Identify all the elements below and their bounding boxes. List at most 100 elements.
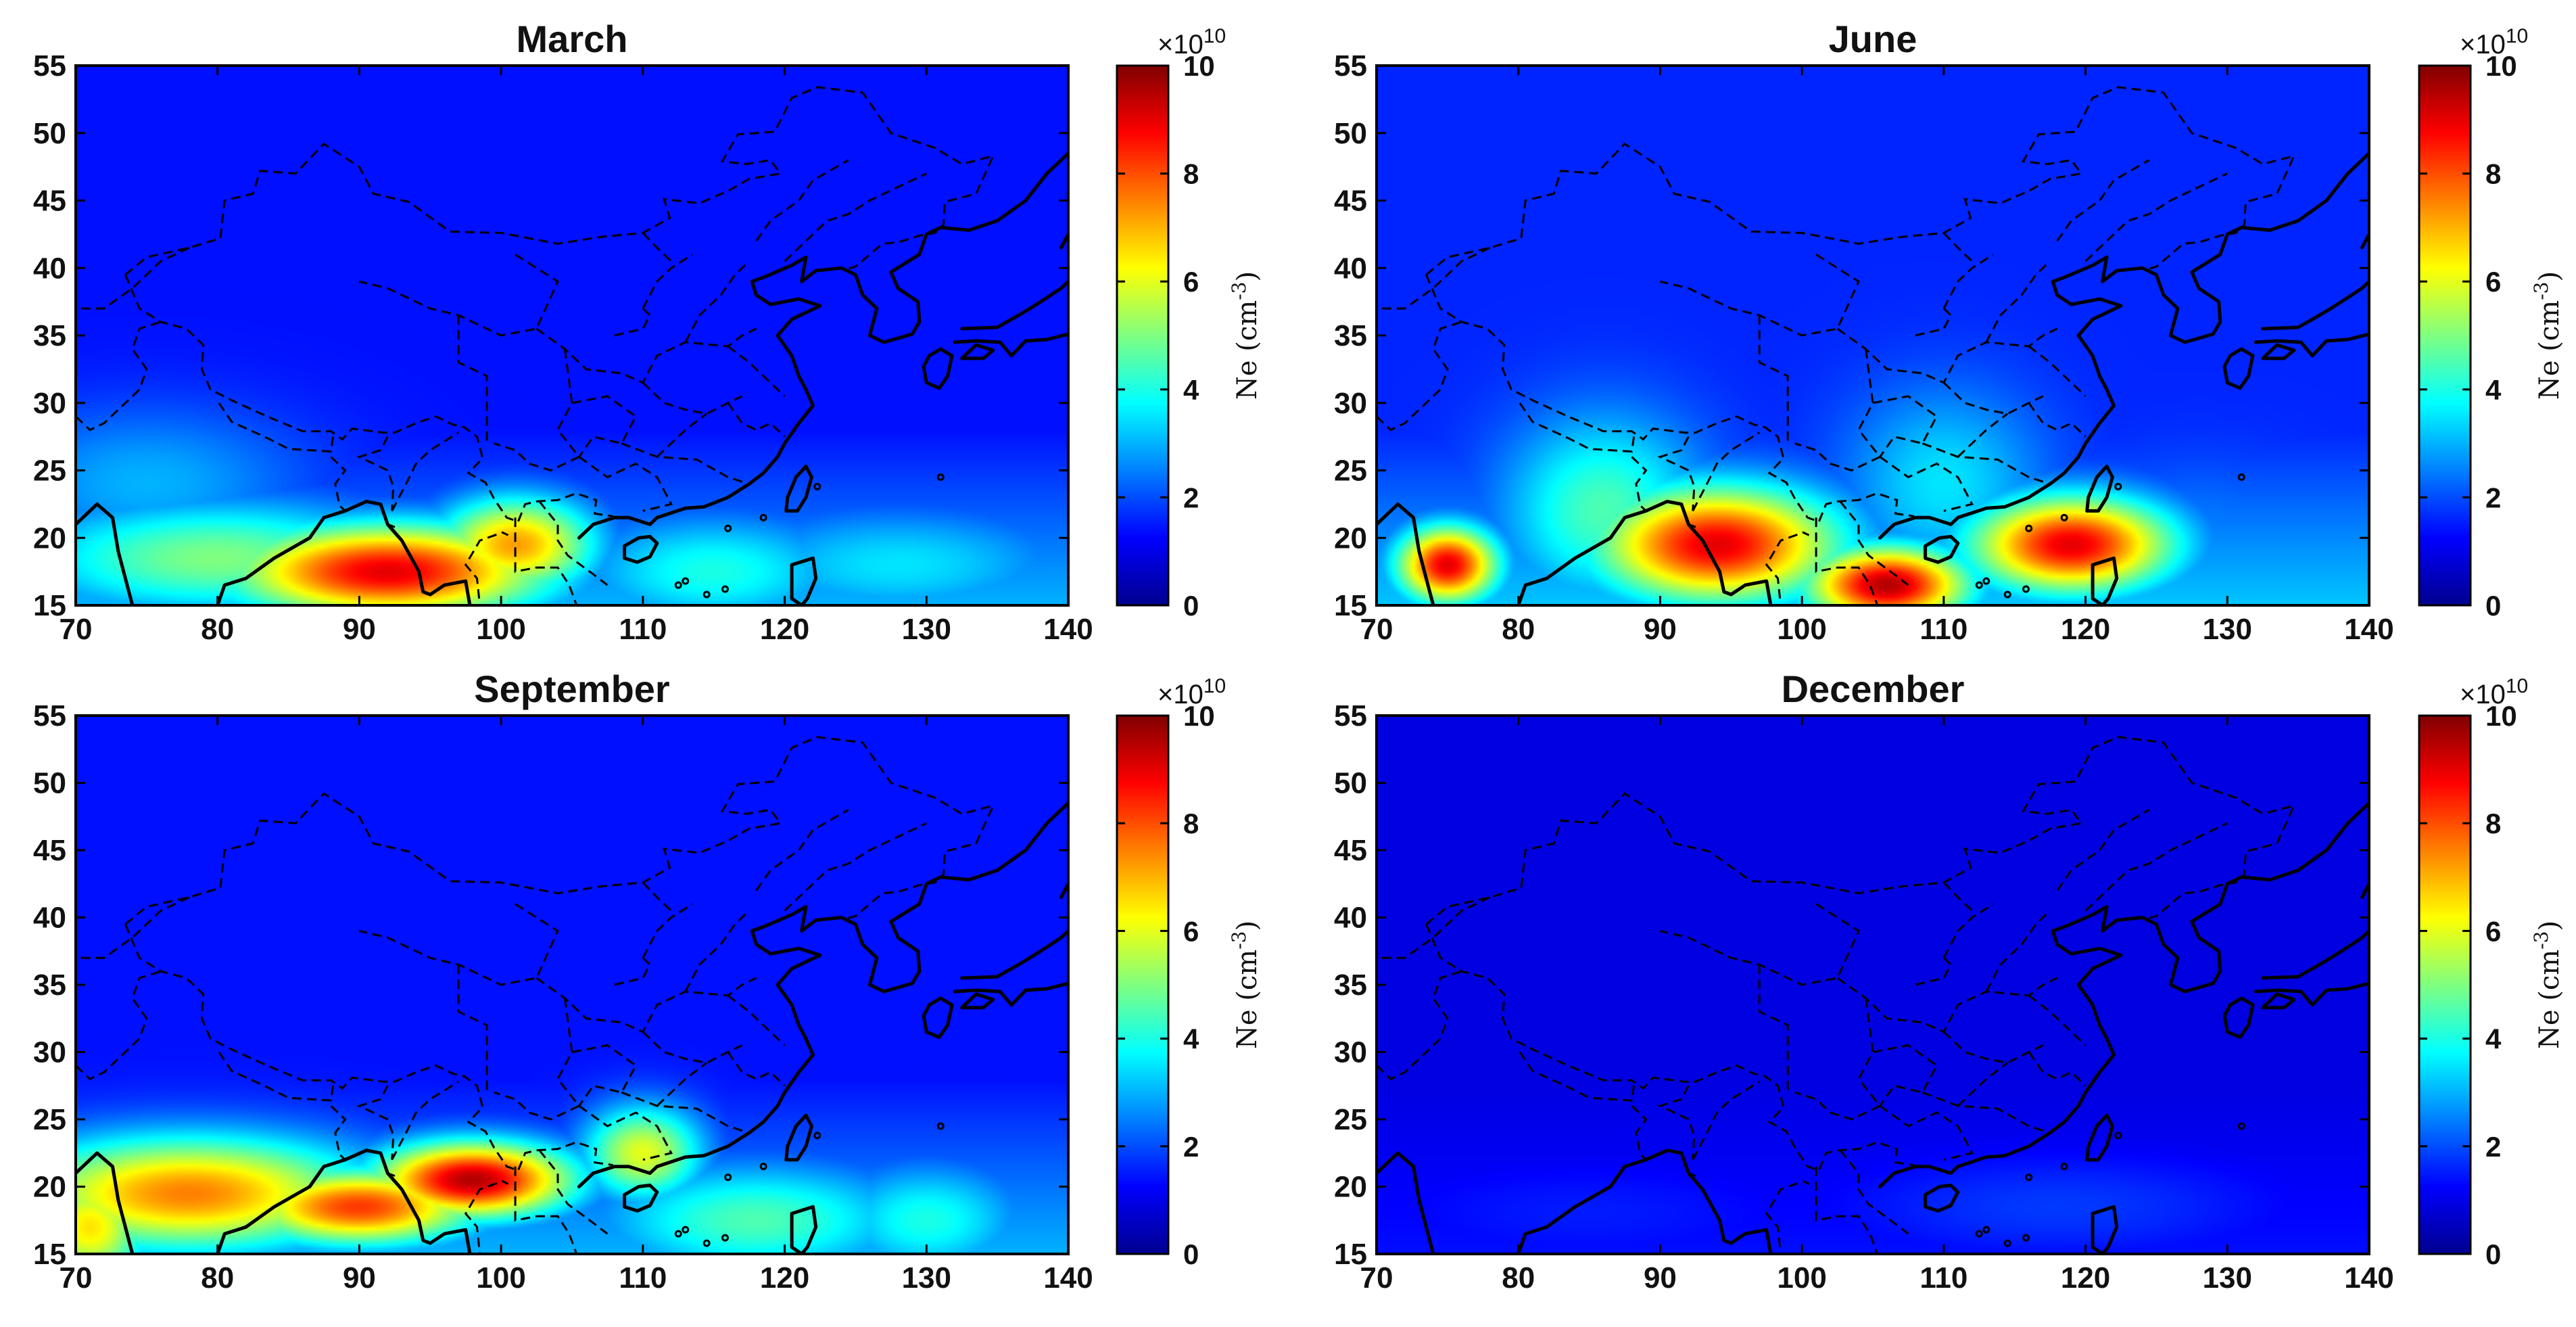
country-border [1836, 977, 2058, 1033]
country-border [76, 321, 162, 432]
coastline [1377, 502, 1435, 605]
country-border [76, 970, 162, 1081]
country-border [1425, 736, 2296, 925]
island [724, 524, 732, 532]
coastline [76, 1151, 135, 1254]
colorbar-tick-label: 2 [1183, 482, 1199, 513]
country-border [642, 381, 743, 415]
country-border [1425, 923, 1915, 1172]
island [724, 1173, 732, 1182]
country-border [642, 232, 672, 262]
y-tick-label: 35 [33, 319, 66, 352]
coastline [1878, 152, 2369, 540]
coastline [577, 801, 1068, 1188]
x-tick-label: 110 [619, 613, 667, 646]
island [2003, 590, 2011, 599]
y-tick-label: 30 [1334, 1036, 1367, 1069]
colorbar-gradient [2418, 64, 2472, 607]
island [2022, 585, 2030, 593]
country-border [1657, 436, 1696, 511]
coastline [2091, 1205, 2119, 1254]
country-border [1942, 232, 1973, 262]
colorbar: 0 2 4 6 8 10×1010 Ne (cm-3) [1116, 25, 1263, 622]
country-border [464, 531, 509, 605]
coastline [1924, 1184, 1960, 1213]
island [721, 585, 729, 593]
country-border [1879, 456, 1974, 512]
coastline [784, 465, 813, 513]
island [936, 1122, 945, 1130]
colorbar-tick-label: 6 [2485, 915, 2501, 947]
country-border [356, 436, 395, 511]
x-tick-label: 130 [902, 1261, 951, 1295]
coastline [1878, 801, 2369, 1188]
country-border [1815, 1166, 1879, 1254]
country-border [391, 432, 459, 512]
country-border [1794, 998, 1882, 1121]
coastline [76, 502, 135, 605]
country-border [1377, 896, 1491, 959]
x-tick-label: 80 [201, 613, 234, 646]
country-border [2084, 172, 2228, 262]
x-tick-label: 70 [1360, 1261, 1393, 1295]
y-tick-label: 50 [1334, 117, 1367, 150]
country-border [642, 881, 672, 912]
y-tick-label: 50 [1334, 767, 1367, 800]
country-border [1377, 970, 1462, 1081]
country-border [2028, 402, 2086, 438]
country-border [464, 1180, 509, 1254]
y-tick-label: 40 [33, 902, 66, 935]
coastline [922, 996, 954, 1040]
coastline [1517, 499, 1773, 605]
coastline [953, 332, 1068, 358]
country-border [494, 998, 581, 1121]
x-tick-label: 80 [1502, 613, 1535, 646]
coastline [784, 1113, 813, 1162]
colorbar-tick-label: 2 [1183, 1131, 1199, 1163]
country-border [1425, 274, 1915, 523]
x-tick-label: 110 [1919, 613, 1967, 646]
country-border [1985, 910, 2051, 992]
x-tick-label: 70 [59, 613, 93, 646]
island [702, 590, 711, 599]
country-border [621, 1091, 750, 1134]
y-tick-label: 45 [33, 834, 66, 867]
country-border [2028, 345, 2086, 397]
y-tick-label: 15 [33, 589, 66, 622]
island [674, 1230, 682, 1238]
colorbar-tick-label: 8 [2485, 808, 2501, 839]
colorbar-tick-label: 0 [1183, 1238, 1199, 1270]
y-tick-label: 20 [1334, 1171, 1367, 1204]
country-border [621, 442, 750, 485]
country-border [1985, 260, 2051, 343]
x-tick-label: 90 [343, 1261, 376, 1295]
colorbar-multiplier: ×1010 [2460, 25, 2528, 60]
coastline [1517, 1148, 1773, 1254]
country-border [1692, 1081, 1760, 1161]
country-border [76, 896, 190, 959]
country-border [2056, 808, 2150, 891]
colorbar-tick-label: 10 [1183, 50, 1215, 82]
map-outlines [76, 736, 1068, 1254]
y-tick-label: 55 [33, 49, 66, 83]
heatmap-field [1377, 66, 2369, 605]
y-tick-label: 30 [1334, 387, 1367, 420]
country-border [578, 1104, 673, 1161]
country-border [1942, 381, 2044, 415]
island [1982, 577, 1990, 585]
colorbar: 0 2 4 6 8 10×1010 Ne (cm-3) [2418, 25, 2565, 622]
country-border [218, 402, 335, 453]
coastline [2253, 981, 2369, 1007]
island [936, 473, 945, 481]
country-border [124, 86, 995, 276]
heatmap-field [76, 66, 1068, 605]
island [674, 581, 682, 589]
country-border [1839, 500, 1909, 586]
country-border [1692, 432, 1760, 512]
country-border [642, 1031, 743, 1064]
colorbar-gradient [2418, 714, 2472, 1255]
